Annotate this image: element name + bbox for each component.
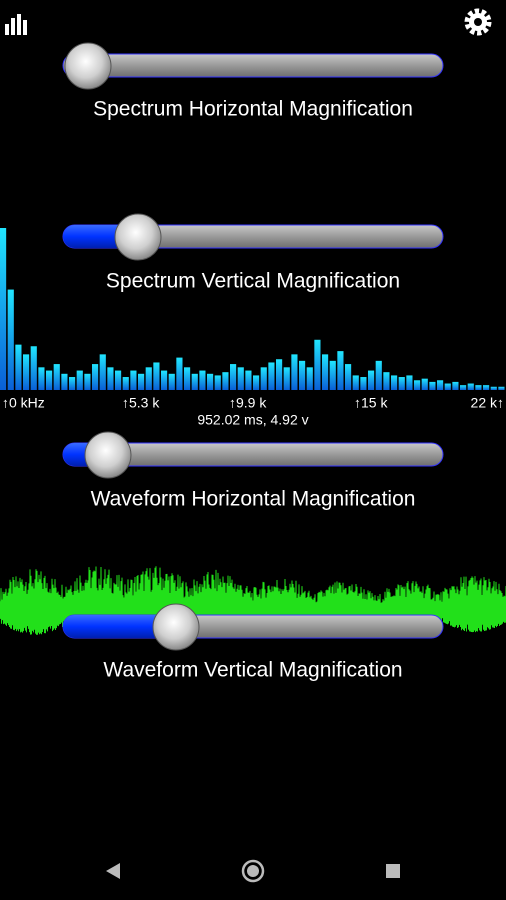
spectrum-bar xyxy=(69,377,76,390)
spectrum-bar xyxy=(398,377,405,390)
spectrum-bar xyxy=(207,373,214,390)
spectrum-bar xyxy=(306,367,313,390)
spectrum-bar xyxy=(406,375,413,390)
slider-label: Waveform Vertical Magnification xyxy=(103,659,402,682)
time-readout: 952.02 ms, 4.92 v xyxy=(197,412,308,428)
spectrum xyxy=(0,228,505,390)
slider-label: Spectrum Horizontal Magnification xyxy=(93,98,413,121)
back-button[interactable] xyxy=(106,863,120,879)
spectrum-bar xyxy=(191,373,198,390)
spectrum-bar xyxy=(138,373,145,390)
spectrum-bar xyxy=(38,367,45,390)
spectrum-bar xyxy=(337,351,344,390)
home-button[interactable] xyxy=(241,859,265,883)
slider-label: Waveform Horizontal Magnification xyxy=(91,488,416,511)
spectrum-bar xyxy=(329,360,336,390)
spectrum-bar xyxy=(107,367,114,390)
spectrum-bar xyxy=(0,228,7,390)
spectrum-bar xyxy=(46,370,53,390)
spectrum-bar xyxy=(414,380,421,390)
spectrum-bar xyxy=(391,375,398,390)
slider[interactable] xyxy=(62,42,444,90)
spectrum-bar xyxy=(291,354,298,390)
spectrum-bar xyxy=(421,378,428,390)
spectrum-bar xyxy=(345,364,352,390)
spectrum-bar xyxy=(61,373,68,390)
spectrum-bar xyxy=(168,373,175,390)
spectrum-bar xyxy=(222,372,229,390)
spectrum-bar xyxy=(214,375,221,390)
spectrum-bar xyxy=(145,367,152,390)
spectrum-bar xyxy=(76,370,83,390)
spectrum-bar xyxy=(467,383,474,390)
spectrum-bar xyxy=(92,364,99,390)
spectrum-bar xyxy=(314,339,321,390)
spectrum-bar xyxy=(483,385,490,390)
slider[interactable] xyxy=(62,431,444,479)
spectrum-bar xyxy=(253,375,260,390)
spectrum-bar xyxy=(245,370,252,390)
spectrum-bar xyxy=(7,289,14,390)
freq-label: ↑5.3 k xyxy=(122,395,160,411)
spectrum-bar xyxy=(375,360,382,390)
spectrum-bar xyxy=(452,381,459,390)
spectrum-bar xyxy=(260,367,267,390)
spectrum-bar xyxy=(130,370,137,390)
slider[interactable] xyxy=(62,603,444,651)
freq-label: 22 k↑ xyxy=(471,395,504,411)
spectrum-bar xyxy=(230,364,237,390)
spectrum-bar xyxy=(498,386,505,390)
spectrum-bar xyxy=(268,362,275,390)
spectrum-bar xyxy=(429,381,436,390)
spectrum-bar xyxy=(299,360,306,390)
spectrum-bar xyxy=(53,364,60,390)
spectrum-bar xyxy=(122,377,129,390)
spectrum-bar xyxy=(176,357,183,390)
freq-label: ↑0 kHz xyxy=(2,395,45,411)
spectrum-bar xyxy=(15,344,22,390)
spectrum-bar xyxy=(475,385,482,390)
spectrum-bar xyxy=(322,354,329,390)
slider[interactable] xyxy=(62,213,444,261)
spectrum-bar xyxy=(30,346,37,390)
recents-button[interactable] xyxy=(386,864,400,878)
spectrum-icon[interactable] xyxy=(5,14,27,35)
spectrum-bar xyxy=(460,385,467,390)
spectrum-bar xyxy=(352,375,359,390)
spectrum-bar xyxy=(153,362,160,390)
spectrum-bar xyxy=(444,383,451,390)
spectrum-bar xyxy=(99,354,106,390)
spectrum-bar xyxy=(368,370,375,390)
spectrum-bar xyxy=(437,380,444,390)
spectrum-bar xyxy=(283,367,290,390)
spectrum-bar xyxy=(490,386,497,390)
spectrum-bar xyxy=(184,367,191,390)
spectrum-bar xyxy=(237,367,244,390)
spectrum-bar xyxy=(383,372,390,390)
spectrum-bar xyxy=(199,370,206,390)
slider-label: Spectrum Vertical Magnification xyxy=(106,270,400,293)
spectrum-bar xyxy=(360,377,367,390)
spectrum-bar xyxy=(23,354,30,390)
spectrum-bar xyxy=(161,370,168,390)
freq-label: ↑15 k xyxy=(354,395,388,411)
freq-label: ↑9.9 k xyxy=(229,395,267,411)
spectrum-bar xyxy=(84,373,91,390)
spectrum-bar xyxy=(115,370,122,390)
settings-icon[interactable] xyxy=(464,8,492,36)
spectrum-bar xyxy=(276,359,283,390)
